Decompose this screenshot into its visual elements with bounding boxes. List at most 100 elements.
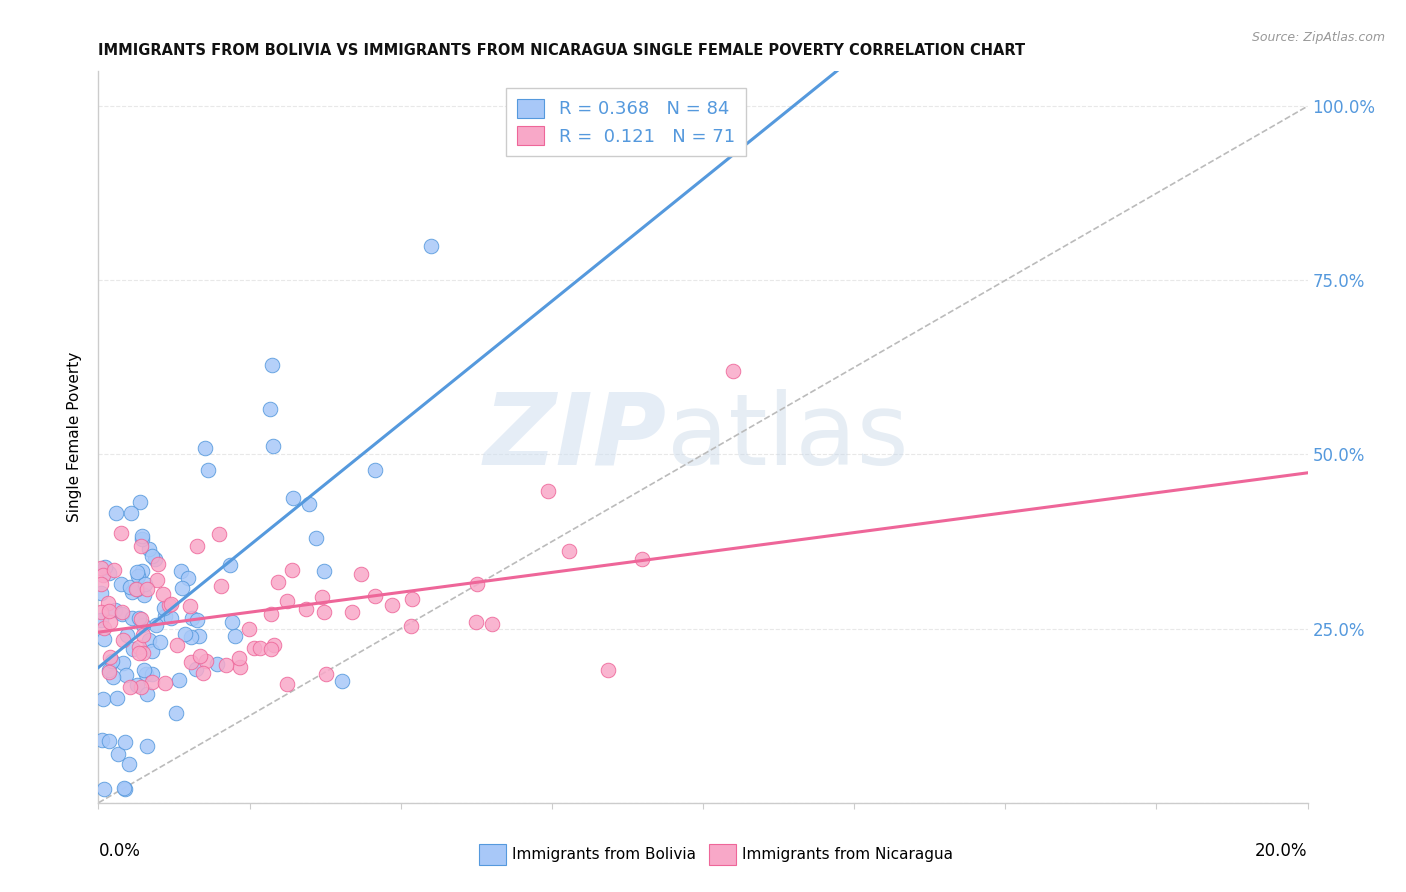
Point xyxy=(195,654,218,668)
Point xyxy=(122,642,145,657)
Point xyxy=(107,747,129,761)
Point xyxy=(134,588,156,602)
Point xyxy=(132,663,155,677)
Point xyxy=(91,733,114,747)
Point xyxy=(129,539,152,553)
Point xyxy=(238,623,260,637)
Text: Immigrants from Bolivia: Immigrants from Bolivia xyxy=(512,847,696,862)
Point xyxy=(281,491,304,505)
Point xyxy=(165,706,187,720)
Point xyxy=(259,607,281,621)
Point xyxy=(107,690,129,705)
Point xyxy=(205,657,228,672)
Point xyxy=(214,658,236,673)
Point xyxy=(120,680,142,694)
Point xyxy=(141,675,163,690)
Point xyxy=(129,612,152,626)
Point xyxy=(101,670,124,684)
Legend: R = 0.368   N = 84, R =  0.121   N = 71: R = 0.368 N = 84, R = 0.121 N = 71 xyxy=(506,87,745,156)
Point xyxy=(121,611,143,625)
Point xyxy=(128,646,150,660)
Text: ZIP: ZIP xyxy=(484,389,666,485)
Point xyxy=(167,673,190,687)
Point xyxy=(242,640,264,655)
Point xyxy=(170,581,193,595)
Point xyxy=(114,734,136,748)
Point xyxy=(207,527,229,541)
Point xyxy=(558,544,581,558)
Point xyxy=(125,678,148,692)
Point xyxy=(157,598,180,612)
Point xyxy=(229,660,252,674)
Point xyxy=(160,611,183,625)
Point xyxy=(190,649,212,664)
Point xyxy=(93,632,115,647)
Point xyxy=(219,558,242,573)
Point xyxy=(141,644,163,658)
Point xyxy=(364,463,387,477)
Point xyxy=(93,691,115,706)
Point xyxy=(135,687,157,701)
Point xyxy=(177,571,200,585)
Point xyxy=(298,497,321,511)
Point xyxy=(166,638,188,652)
Point xyxy=(93,781,115,796)
Point xyxy=(145,617,167,632)
Point xyxy=(401,618,423,632)
Point xyxy=(194,442,217,456)
Bar xyxy=(709,845,735,865)
Point xyxy=(112,633,135,648)
Text: IMMIGRANTS FROM BOLIVIA VS IMMIGRANTS FROM NICARAGUA SINGLE FEMALE POVERTY CORRE: IMMIGRANTS FROM BOLIVIA VS IMMIGRANTS FR… xyxy=(98,43,1025,58)
Point xyxy=(260,641,283,656)
Point xyxy=(401,592,423,607)
Point xyxy=(314,564,336,578)
Point xyxy=(124,582,146,596)
Point xyxy=(141,666,163,681)
Point xyxy=(191,666,214,681)
Point xyxy=(112,781,135,796)
Point xyxy=(131,532,153,546)
Point xyxy=(381,598,404,612)
Point xyxy=(134,577,156,591)
Point xyxy=(112,657,135,671)
Point xyxy=(180,611,202,625)
Point xyxy=(96,595,118,609)
Point xyxy=(90,605,112,619)
Point xyxy=(276,594,298,608)
Point xyxy=(180,655,202,669)
Point xyxy=(262,358,284,372)
Point xyxy=(115,628,138,642)
Point xyxy=(537,484,560,499)
Point xyxy=(98,615,121,630)
Point xyxy=(249,640,271,655)
Point xyxy=(98,604,121,618)
Point xyxy=(180,630,202,644)
Point xyxy=(186,539,208,553)
Bar xyxy=(479,845,506,865)
Point xyxy=(103,563,125,577)
Point xyxy=(91,567,114,582)
Point xyxy=(295,601,318,615)
Point xyxy=(146,557,169,571)
Point xyxy=(97,665,120,679)
Point xyxy=(155,676,177,690)
Point xyxy=(152,601,174,615)
Point xyxy=(721,364,744,378)
Point xyxy=(340,606,363,620)
Point xyxy=(129,680,152,694)
Point xyxy=(90,561,112,575)
Point xyxy=(281,564,304,578)
Point xyxy=(110,577,132,591)
Point xyxy=(263,638,285,652)
Point xyxy=(136,582,159,597)
Point xyxy=(330,674,353,689)
Y-axis label: Single Female Poverty: Single Female Poverty xyxy=(67,352,83,522)
Point xyxy=(97,733,120,747)
Point xyxy=(152,587,174,601)
Point xyxy=(186,662,208,676)
Point xyxy=(118,757,141,772)
Point xyxy=(97,566,120,580)
Point xyxy=(111,607,134,621)
Point xyxy=(179,599,201,614)
Point xyxy=(186,613,208,627)
